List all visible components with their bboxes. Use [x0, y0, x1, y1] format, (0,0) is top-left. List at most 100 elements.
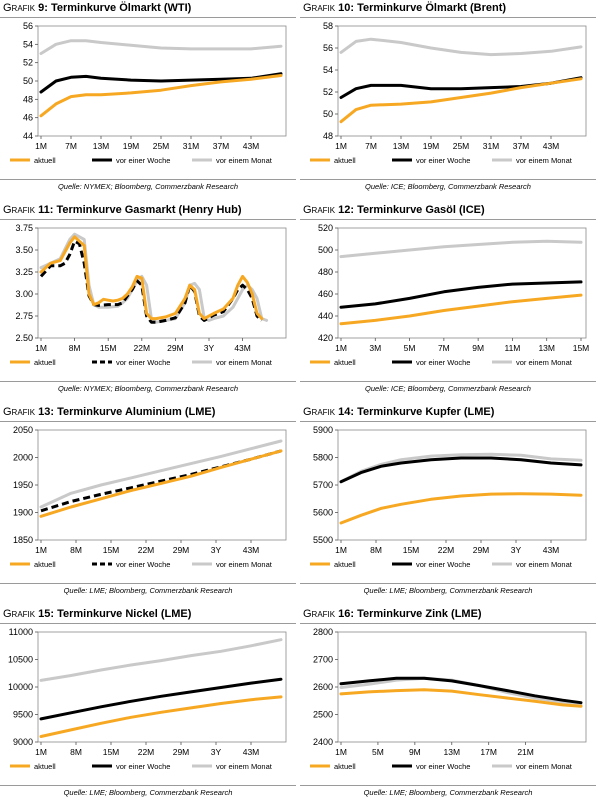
x-tick-label: 13M — [443, 747, 460, 757]
panel-title: Grafik 10: Terminkurve Ölmarkt (Brent) — [303, 2, 506, 14]
series-line-woche — [339, 456, 583, 484]
grafik-number: 10: — [338, 2, 355, 14]
series-line-monat — [39, 39, 283, 55]
grafik-label: Grafik — [3, 406, 36, 418]
y-tick-label: 1900 — [13, 508, 33, 518]
y-tick-label: 2800 — [313, 627, 333, 637]
y-tick-label: 440 — [318, 311, 333, 321]
y-tick-label: 2400 — [313, 737, 333, 747]
x-tick-label: 13M — [538, 343, 555, 353]
panel-title: Grafik 14: Terminkurve Kupfer (LME) — [303, 406, 494, 418]
x-tick-label: 43M — [234, 343, 251, 353]
series-line-aktuell — [39, 235, 264, 321]
grafik-label: Grafik — [3, 2, 36, 14]
legend-label-monat: vor einem Monat — [516, 762, 573, 771]
series-line-woche — [339, 280, 583, 309]
y-tick-label: 46 — [23, 113, 33, 123]
x-tick-label: 43M — [543, 141, 560, 151]
series-line-monat — [339, 452, 583, 484]
gasoil-chart: 420 440 460 480 500 520 1M 3M 5M 7M 9M 11M 13M 15M akt… — [310, 223, 590, 367]
x-tick-label: 8M — [70, 545, 82, 555]
bottom-rule — [0, 785, 296, 786]
y-tick-label: 58 — [323, 21, 333, 31]
x-tick-label: 43M — [543, 545, 560, 555]
series-line-woche — [39, 239, 263, 324]
y-tick-label: 420 — [318, 333, 333, 343]
series-line-monat — [339, 239, 583, 259]
x-tick-label: 15M — [573, 343, 590, 353]
x-tick-label: 17M — [480, 747, 497, 757]
x-tick-label: 13M — [93, 141, 110, 151]
x-tick-label: 11M — [504, 343, 520, 353]
y-tick-label: 9500 — [13, 710, 33, 720]
y-tick-label: 2050 — [13, 425, 33, 435]
y-tick-label: 480 — [318, 267, 333, 277]
y-tick-label: 3.50 — [15, 245, 33, 255]
series-line-woche — [39, 72, 283, 94]
top-rule — [0, 623, 296, 624]
y-tick-label: 11000 — [9, 627, 33, 637]
legend-label-aktuell: aktuell — [34, 762, 56, 771]
grafik-number: 11: — [38, 204, 54, 216]
plot-area — [337, 25, 587, 137]
x-tick-label: 43M — [243, 545, 260, 555]
x-tick-label: 19M — [423, 141, 440, 151]
x-tick-label: 1M — [35, 141, 47, 151]
legend-label-monat: vor einem Monat — [216, 358, 273, 367]
y-tick-label: 460 — [318, 289, 333, 299]
x-tick-label: 21M — [517, 747, 534, 757]
grafik-label: Grafik — [303, 2, 336, 14]
legend-label-monat: vor einem Monat — [516, 358, 573, 367]
x-tick-label: 7M — [65, 141, 77, 151]
grafik-number: 16: — [338, 608, 355, 620]
y-tick-label: 1950 — [13, 480, 33, 490]
source-note: Quelle: LME; Bloomberg, Commerzbank Rese… — [63, 788, 233, 797]
legend-label-aktuell: aktuell — [34, 358, 56, 367]
y-tick-label: 5700 — [313, 480, 333, 490]
source-note: Quelle: ICE; Bloomberg, Commerzbank Rese… — [365, 384, 531, 393]
x-tick-label: 15M — [403, 545, 420, 555]
x-tick-label: 1M — [335, 747, 347, 757]
series-line-aktuell — [339, 688, 583, 708]
grafik-label: Grafik — [303, 406, 336, 418]
series-line-aktuell — [339, 293, 583, 326]
y-tick-label: 56 — [23, 21, 33, 31]
x-tick-label: 1M — [335, 141, 347, 151]
x-tick-label: 19M — [123, 141, 140, 151]
x-tick-label: 22M — [134, 343, 151, 353]
x-tick-label: 22M — [138, 545, 155, 555]
y-tick-label: 50 — [323, 109, 333, 119]
x-tick-label: 3Y — [211, 545, 222, 555]
legend-label-woche: vor einer Woche — [116, 560, 170, 569]
x-tick-label: 15M — [100, 343, 117, 353]
grafik-number: 15: — [38, 608, 55, 620]
panel-aluminium: Grafik 13: Terminkurve Aluminium (LME) 18… — [0, 404, 300, 606]
x-tick-label: 31M — [483, 141, 500, 151]
panel-brent: Grafik 10: Terminkurve Ölmarkt (Brent) 48… — [300, 0, 600, 202]
x-tick-label: 8M — [70, 747, 82, 757]
panel-title: Grafik 12: Terminkurve Gasöl (ICE) — [303, 204, 485, 216]
series-line-aktuell — [339, 77, 583, 124]
legend-label-aktuell: aktuell — [334, 358, 356, 367]
series-line-woche — [39, 677, 283, 721]
panel-title: Grafik 15: Terminkurve Nickel (LME) — [3, 608, 191, 620]
top-rule — [300, 219, 596, 220]
bottom-rule — [300, 179, 596, 180]
x-tick-label: 8M — [69, 343, 81, 353]
x-tick-label: 3Y — [204, 343, 215, 353]
y-tick-label: 3.00 — [15, 289, 33, 299]
y-tick-label: 52 — [23, 58, 33, 68]
x-tick-label: 29M — [173, 747, 190, 757]
plot-area — [37, 429, 287, 541]
legend-label-monat: vor einem Monat — [216, 762, 273, 771]
chart-title: Terminkurve Kupfer (LME) — [357, 406, 495, 418]
source-note: Quelle: LME; Bloomberg, Commerzbank Rese… — [363, 788, 533, 797]
source-note: Quelle: ICE; Bloomberg, Commerzbank Rese… — [365, 182, 531, 191]
panel-title: Grafik 11: Terminkurve Gasmarkt (Henry Hu… — [3, 204, 242, 216]
legend-label-woche: vor einer Woche — [416, 156, 470, 165]
x-tick-label: 1M — [35, 545, 47, 555]
panel-henry-hub: Grafik 11: Terminkurve Gasmarkt (Henry Hu… — [0, 202, 300, 404]
legend-label-aktuell: aktuell — [34, 560, 56, 569]
grafik-number: 12: — [338, 204, 355, 216]
y-tick-label: 54 — [23, 39, 33, 49]
